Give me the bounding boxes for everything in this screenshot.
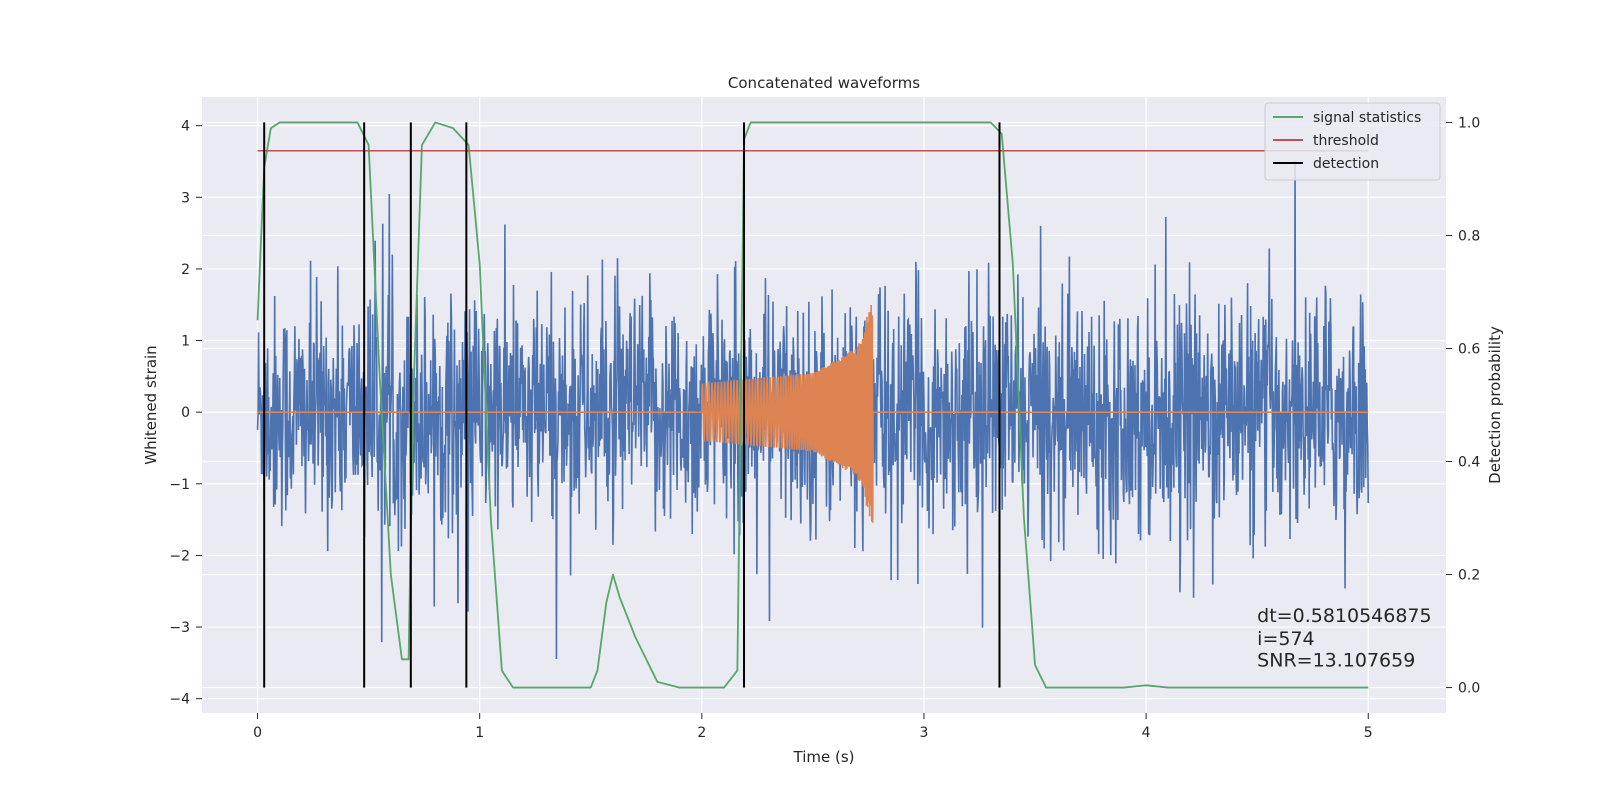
x-tick-label: 5: [1364, 725, 1373, 741]
y2-axis-label: Detection probability: [1486, 326, 1504, 484]
y2-tick-label: 1.0: [1458, 115, 1480, 131]
y-axis-label: Whitened strain: [142, 345, 160, 464]
y-tick-label: −3: [169, 620, 190, 636]
y-tick-label: −4: [169, 692, 190, 708]
y-tick-label: 4: [181, 119, 190, 135]
y2-tick-label: 0.8: [1458, 228, 1480, 244]
injected-waveform-line: [257, 304, 1369, 523]
y-tick-label: 2: [181, 262, 190, 278]
legend-label: signal statistics: [1313, 110, 1421, 126]
y2-tick-label: 0.2: [1458, 568, 1480, 584]
x-tick-label: 4: [1142, 725, 1151, 741]
x-tick-label: 1: [475, 725, 484, 741]
legend-label: detection: [1313, 156, 1379, 172]
chart-title: Concatenated waveforms: [728, 74, 920, 92]
x-tick-label: 3: [920, 725, 929, 741]
x-tick-label: 2: [697, 725, 706, 741]
x-axis-label: Time (s): [793, 748, 855, 766]
x-tick-label: 0: [253, 725, 262, 741]
y-tick-label: 3: [181, 190, 190, 206]
y-tick-label: 0: [181, 405, 190, 421]
annotation-text: dt=0.5810546875: [1257, 605, 1431, 627]
annotation-text: i=574: [1257, 628, 1314, 650]
y2-tick-label: 0.0: [1458, 681, 1480, 697]
legend: signal statistics threshold detection: [1264, 102, 1441, 181]
legend-label: threshold: [1313, 133, 1379, 149]
y-tick-label: −2: [169, 548, 190, 564]
y-tick-label: 1: [181, 334, 190, 350]
y2-tick-label: 0.4: [1458, 455, 1480, 471]
y-tick-label: −1: [169, 477, 190, 493]
y2-tick-label: 0.6: [1458, 341, 1480, 357]
legend-box: [1264, 102, 1441, 181]
signal-statistics-line: [256, 121, 1369, 689]
annotation-text: SNR=13.107659: [1257, 649, 1415, 671]
